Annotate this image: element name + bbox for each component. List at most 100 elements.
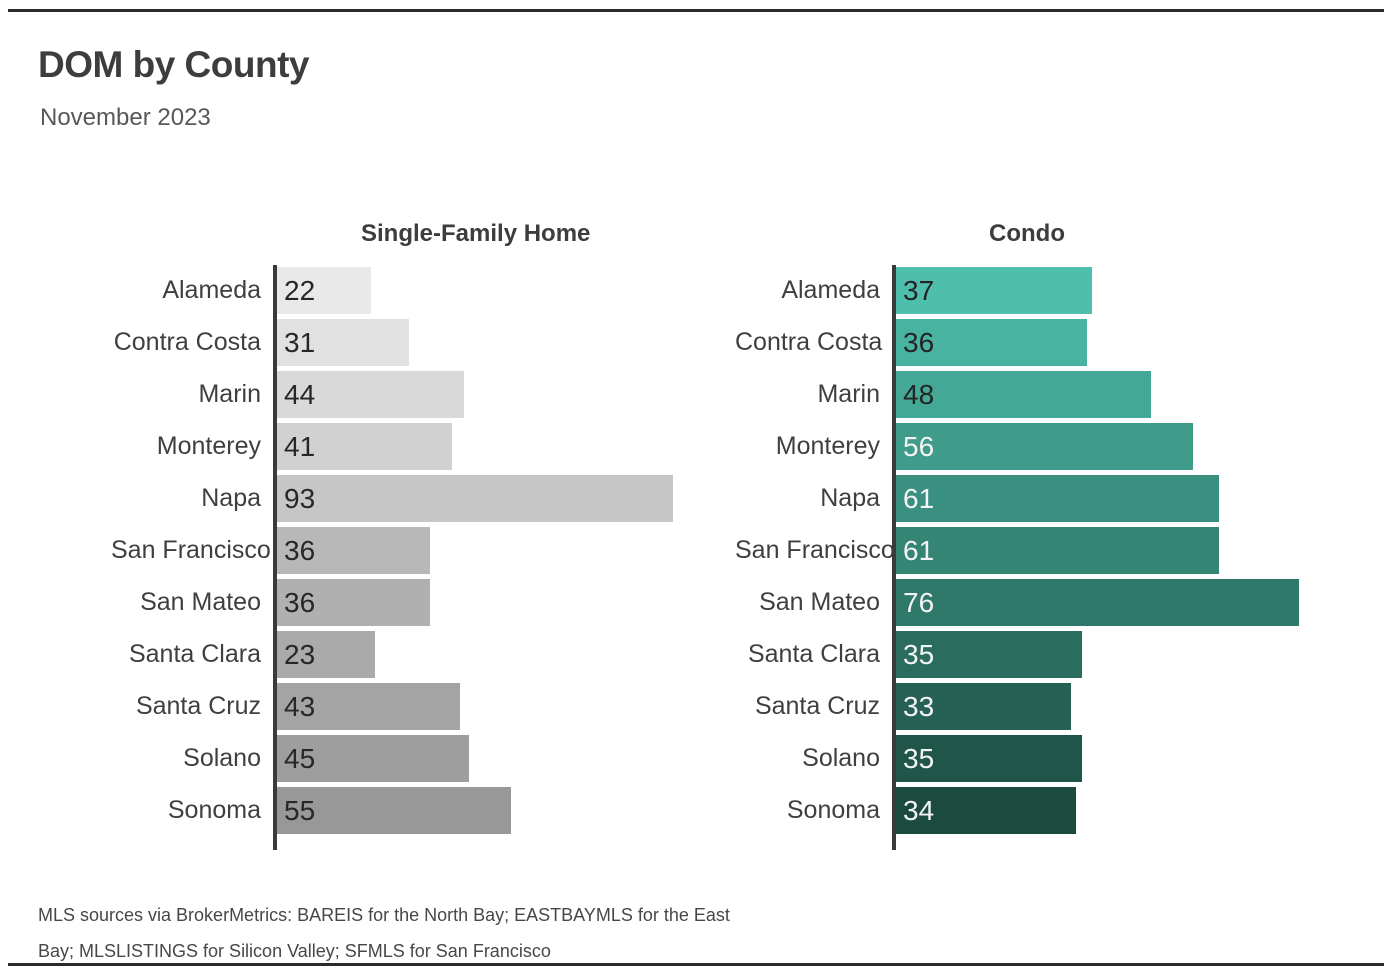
chart-row: Contra Costa 36	[735, 319, 1335, 366]
chart-row: Napa 93	[111, 475, 711, 522]
bar-rows: Alameda 37 Contra Costa 36 Marin 48 Monterey 56…	[735, 267, 1335, 834]
single-family-home-chart: Single-Family Home Alameda 22 Contra Costa…	[111, 218, 711, 850]
bar-track: 36	[273, 527, 711, 574]
bar-value-label: 36	[284, 534, 316, 566]
category-label: Alameda	[162, 276, 261, 304]
top-divider-line	[8, 9, 1384, 12]
dom-bar: 41	[277, 423, 452, 470]
dom-bar: 45	[277, 735, 469, 782]
dom-bar: 36	[277, 579, 431, 626]
bar-track: 35	[892, 735, 1335, 782]
bar-value-label: 35	[903, 742, 935, 774]
bar-value-label: 37	[903, 274, 935, 306]
dom-bar: 23	[277, 631, 375, 678]
dom-bar: 61	[896, 527, 1220, 574]
bar-track: 33	[892, 683, 1335, 730]
bar-value-label: 34	[903, 794, 935, 826]
chart-row: San Mateo 76	[735, 579, 1335, 626]
chart-row: San Francisco 61	[735, 527, 1335, 574]
bar-track: 61	[892, 475, 1335, 522]
category-label: Napa	[820, 484, 880, 512]
dom-bar: 22	[277, 267, 371, 314]
bar-track: 36	[273, 579, 711, 626]
source-note-line-2: Bay; MLSLISTINGS for Silicon Valley; SFM…	[38, 941, 551, 961]
bar-value-label: 48	[903, 378, 935, 410]
bar-track: 93	[273, 475, 711, 522]
dom-bar: 36	[896, 319, 1087, 366]
chart-row: Marin 48	[735, 371, 1335, 418]
bar-value-label: 61	[903, 534, 935, 566]
chart-row: San Francisco 36	[111, 527, 711, 574]
bar-track: 76	[892, 579, 1335, 626]
bar-value-label: 36	[284, 586, 316, 618]
category-label: Contra Costa	[113, 328, 261, 356]
bar-value-label: 36	[903, 326, 935, 358]
bottom-divider-line	[8, 963, 1384, 966]
dom-bar: 44	[277, 371, 465, 418]
dom-bar: 37	[896, 267, 1093, 314]
dom-bar: 43	[277, 683, 461, 730]
category-label: Sonoma	[786, 796, 880, 824]
bar-track: 56	[892, 423, 1335, 470]
dom-bar: 31	[277, 319, 409, 366]
bar-track: 35	[892, 631, 1335, 678]
bar-track: 23	[273, 631, 711, 678]
category-label: San Mateo	[759, 588, 880, 616]
dom-bar: 33	[896, 683, 1071, 730]
bar-value-label: 61	[903, 482, 935, 514]
bar-track: 55	[273, 787, 711, 834]
bar-value-label: 56	[903, 430, 935, 462]
bar-value-label: 31	[284, 326, 316, 358]
category-label: Solano	[183, 744, 261, 772]
category-label: Napa	[201, 484, 261, 512]
chart-row: Sonoma 34	[735, 787, 1335, 834]
category-label: San Francisco	[111, 536, 271, 564]
chart-row: Alameda 22	[111, 267, 711, 314]
category-label: Monterey	[775, 432, 880, 460]
dom-bar: 93	[277, 475, 673, 522]
dom-bar: 61	[896, 475, 1220, 522]
category-label: Santa Clara	[747, 640, 880, 668]
dom-bar: 48	[896, 371, 1151, 418]
category-label: Santa Cruz	[135, 692, 261, 720]
bar-value-label: 76	[903, 586, 935, 618]
chart-row: Napa 61	[735, 475, 1335, 522]
chart-row: Solano 35	[735, 735, 1335, 782]
category-label: Santa Cruz	[754, 692, 880, 720]
chart-row: Santa Clara 23	[111, 631, 711, 678]
page-title: DOM by County	[38, 44, 309, 85]
bar-value-label: 35	[903, 638, 935, 670]
category-label: Solano	[802, 744, 880, 772]
category-label: Marin	[817, 380, 880, 408]
chart-body-single-family: Alameda 22 Contra Costa 31 Marin 44 Monterey 41…	[111, 265, 711, 850]
category-label: Sonoma	[167, 796, 261, 824]
bar-value-label: 45	[284, 742, 316, 774]
chart-row: Monterey 56	[735, 423, 1335, 470]
chart-body-condo: Alameda 37 Contra Costa 36 Marin 48 Monterey 56…	[735, 265, 1335, 850]
bar-track: 36	[892, 319, 1335, 366]
bar-track: 44	[273, 371, 711, 418]
bar-value-label: 22	[284, 274, 316, 306]
bar-value-label: 23	[284, 638, 316, 670]
chart-row: Contra Costa 31	[111, 319, 711, 366]
bar-track: 48	[892, 371, 1335, 418]
chart-row: Solano 45	[111, 735, 711, 782]
bar-value-label: 55	[284, 794, 316, 826]
dom-bar: 34	[896, 787, 1077, 834]
page-subtitle: November 2023	[40, 104, 211, 131]
category-label: San Francisco	[735, 536, 895, 564]
chart-header-condo: Condo	[989, 220, 1065, 247]
bar-rows: Alameda 22 Contra Costa 31 Marin 44 Monterey 41…	[111, 267, 711, 834]
bar-track: 61	[892, 527, 1335, 574]
bar-track: 41	[273, 423, 711, 470]
chart-header-single-family: Single-Family Home	[361, 220, 591, 247]
bar-track: 22	[273, 267, 711, 314]
bar-value-label: 93	[284, 482, 316, 514]
bar-value-label: 44	[284, 378, 316, 410]
y-axis-line	[892, 265, 896, 850]
bar-track: 34	[892, 787, 1335, 834]
category-label: Alameda	[781, 276, 880, 304]
bar-track: 45	[273, 735, 711, 782]
source-note-line-1: MLS sources via BrokerMetrics: BAREIS fo…	[38, 905, 730, 925]
category-label: Santa Clara	[128, 640, 261, 668]
